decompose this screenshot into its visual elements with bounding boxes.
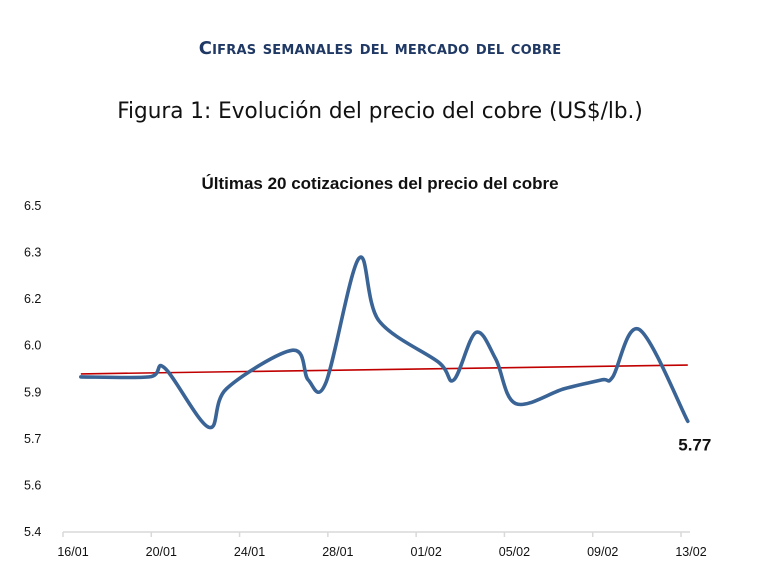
last-value-label: 5.77 bbox=[678, 435, 711, 454]
y-tick-label: 5.7 bbox=[24, 432, 41, 446]
x-axis: 16/01 20/01 24/01 28/01 01/02 05/02 09/02 13/02 bbox=[57, 531, 707, 559]
y-tick-label: 5.4 bbox=[24, 525, 41, 539]
x-tick-label: 13/02 bbox=[675, 545, 706, 559]
chart-title: Últimas 20 cotizaciones del precio del c… bbox=[201, 174, 559, 193]
y-tick-label: 6.0 bbox=[24, 339, 41, 353]
x-tick-label: 01/02 bbox=[411, 545, 442, 559]
x-tick-label: 09/02 bbox=[587, 545, 618, 559]
y-tick-label: 5.6 bbox=[24, 478, 41, 492]
annotations: 5.77 bbox=[678, 435, 711, 454]
figure-caption: Figura 1: Evolución del precio del cobre… bbox=[117, 99, 643, 124]
y-tick-label: 6.2 bbox=[24, 292, 41, 306]
trend-line bbox=[80, 364, 688, 375]
series-group bbox=[79, 255, 690, 430]
section-title: Cifras semanales del mercado del cobre bbox=[198, 38, 562, 59]
y-tick-label: 6.5 bbox=[24, 199, 41, 213]
x-tick-label: 28/01 bbox=[322, 545, 353, 559]
x-tick-label: 24/01 bbox=[234, 545, 265, 559]
y-tick-label: 6.3 bbox=[24, 246, 41, 260]
x-tick-label: 05/02 bbox=[499, 545, 530, 559]
x-tick-label: 20/01 bbox=[146, 545, 177, 559]
price-line bbox=[79, 255, 690, 430]
x-tick-label: 16/01 bbox=[57, 545, 88, 559]
y-tick-label: 5.9 bbox=[24, 385, 41, 399]
y-axis-ticks: 6.5 6.3 6.2 6.0 5.9 5.7 5.6 5.4 bbox=[24, 199, 41, 539]
